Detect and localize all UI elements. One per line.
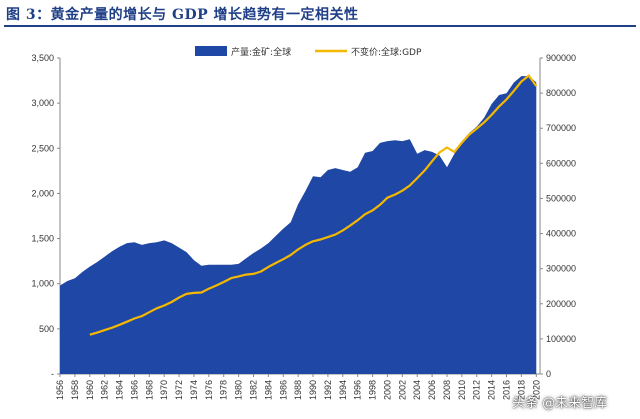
x-tick-label: 1956 [55,380,65,400]
y-left-tick-label: 1,500 [31,234,54,244]
y-right-tick-label: 900000 [546,53,576,63]
x-tick-label: 2012 [472,380,482,400]
x-tick-label: 2014 [487,380,497,400]
series-area-gold-production [60,76,537,374]
legend-label-area: 产量:金矿:全球 [231,46,291,58]
x-tick-label: 1976 [204,380,214,400]
x-tick-label: 1966 [129,380,139,400]
legend-swatch-area [195,46,227,56]
watermark: 头条 @未来智库 [512,396,608,411]
y-right-tick-label: 400000 [546,229,576,239]
x-tick-label: 1978 [219,380,229,400]
y-left-tick-label: 500 [39,324,54,334]
y-left-tick-label: 2,500 [31,143,54,153]
legend-label-line: 不变价:全球:GDP [351,46,422,58]
figure-title: 图 3：黄金产量的增长与 GDP 增长趋势有一定相关性 [6,7,359,23]
x-tick-label: 1996 [353,380,363,400]
y-left-tick-label: 1,000 [31,279,54,289]
x-tick-label: 2008 [442,380,452,400]
y-right-tick-label: 800000 [546,88,576,98]
x-tick-label: 1970 [159,380,169,400]
y-right-tick-label: 300000 [546,264,576,274]
y-right-tick-label: 500000 [546,193,576,203]
y-right-tick-label: 100000 [546,334,576,344]
x-tick-label: 1998 [368,380,378,400]
x-tick-label: 1984 [263,380,273,400]
x-tick-label: 1964 [115,380,125,400]
x-tick-label: 1988 [293,380,303,400]
x-tick-label: 1992 [323,380,333,400]
x-tick-label: 1986 [278,380,288,400]
y-left-tick-label: 2,000 [31,188,54,198]
x-tick-label: 1958 [70,380,80,400]
title-rule [4,25,636,27]
x-tick-label: 1974 [189,380,199,400]
y-right-tick-label: 600000 [546,158,576,168]
series-line-gdp [89,74,538,336]
y-right-tick-label: 200000 [546,299,576,309]
x-tick-label: 2010 [457,380,467,400]
x-tick-label: 1982 [248,380,258,400]
x-tick-label: 2002 [397,380,407,400]
x-tick-label: 2004 [412,380,422,400]
y-right-tick-label: 700000 [546,123,576,133]
x-tick-label: 1980 [234,380,244,400]
x-tick-label: 1972 [174,380,184,400]
x-tick-label: 1968 [144,380,154,400]
y-left-tick-label: - [51,369,54,379]
x-tick-label: 1962 [100,380,110,400]
x-tick-label: 2016 [502,380,512,400]
x-tick-label: 2000 [382,380,392,400]
x-tick-label: 1960 [85,380,95,400]
y-left-tick-label: 3,000 [31,98,54,108]
x-tick-label: 2006 [427,380,437,400]
x-tick-label: 2020 [531,380,541,400]
y-left-tick-label: 3,500 [31,53,54,63]
x-tick-label: 1990 [308,380,318,400]
x-tick-label: 1994 [338,380,348,400]
y-right-tick-label: 0 [546,369,551,379]
x-tick-label: 2018 [516,380,526,400]
